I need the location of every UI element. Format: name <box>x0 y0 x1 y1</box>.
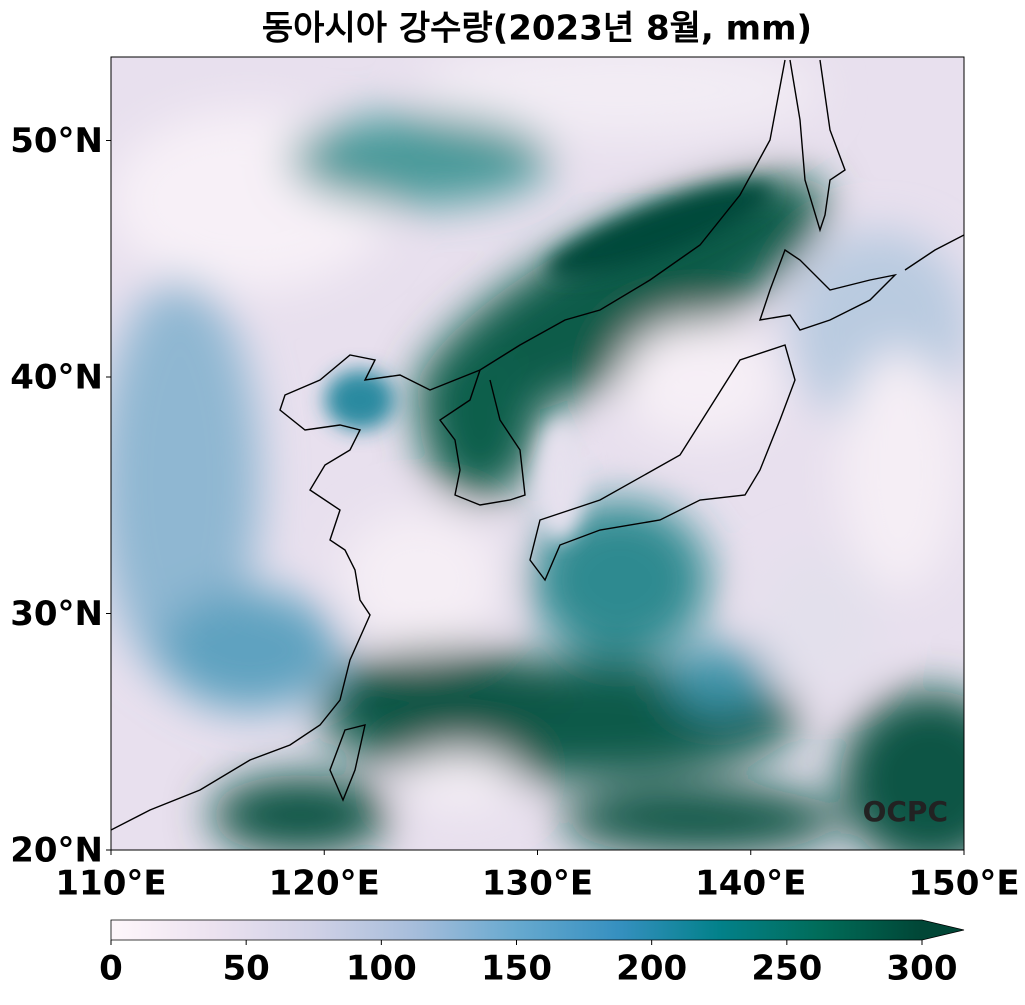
colorbar-tick-label: 50 <box>223 949 270 989</box>
colorbar-extend <box>922 920 964 940</box>
coastline-kuril <box>904 234 964 271</box>
x-tick-label: 130°E <box>482 864 593 904</box>
colorbar <box>111 920 922 940</box>
coastline-hokkaido <box>758 248 898 331</box>
coastline-japan <box>529 344 796 582</box>
coastlines <box>111 59 964 831</box>
x-tick-label: 150°E <box>908 864 1019 904</box>
y-tick-label: 50°N <box>10 121 103 161</box>
colorbar-tick-label: 200 <box>616 949 687 989</box>
coastline-china <box>111 59 786 831</box>
coastline-korea <box>438 369 526 506</box>
y-tick-label: 40°N <box>10 357 103 397</box>
x-tick-label: 110°E <box>55 864 166 904</box>
coastline-taiwan <box>329 724 366 802</box>
colorbar-tick-label: 250 <box>751 949 822 989</box>
colorbar-frame <box>110 919 965 941</box>
precip-field <box>111 57 964 850</box>
y-tick-label: 20°N <box>10 831 103 871</box>
colorbar-tick-label: 0 <box>99 949 123 989</box>
colorbar-tick-label: 100 <box>346 949 417 989</box>
axes: 110°E 120°E 130°E 140°E 150°E 20°N 30°N 40°N 50°… <box>10 121 1019 989</box>
coastline-sakhalin <box>789 59 846 233</box>
colorbar-tick-label: 300 <box>887 949 958 989</box>
x-tick-label: 140°E <box>695 864 806 904</box>
watermark: OCPC <box>863 795 948 828</box>
y-tick-label: 30°N <box>10 594 103 634</box>
colorbar-tick-label: 150 <box>481 949 552 989</box>
x-tick-label: 120°E <box>269 864 380 904</box>
title: 동아시아 강수량(2023년 8월, mm) <box>262 9 812 49</box>
